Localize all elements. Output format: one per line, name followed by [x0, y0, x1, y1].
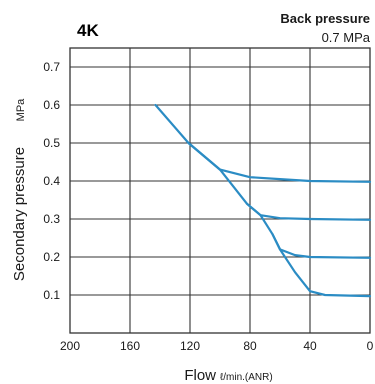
x-tick-label: 160 [120, 339, 140, 353]
y-tick-label: 0.5 [43, 136, 60, 150]
chart-grid [69, 47, 371, 334]
back-pressure-label: Back pressure [280, 11, 370, 26]
x-axis-label: Flow [184, 367, 216, 384]
x-tick-label: 120 [180, 339, 200, 353]
x-tick-label: 200 [60, 339, 80, 353]
y-axis-label-group: Secondary pressure MPa [11, 98, 28, 281]
y-tick-label: 0.4 [43, 174, 60, 188]
x-tick-label: 0 [367, 339, 374, 353]
y-tick-label: 0.3 [43, 212, 60, 226]
chart-series [154, 103, 372, 298]
y-tick-labels: 0.1 0.2 0.3 0.4 0.5 0.6 0.7 [43, 60, 60, 302]
plot-frame [69, 47, 371, 334]
x-tick-label: 40 [303, 339, 317, 353]
y-tick-label: 0.7 [43, 60, 60, 74]
series-line-3 [245, 202, 372, 259]
y-tick-label: 0.2 [43, 250, 60, 264]
x-axis-unit: ℓ/min.(ANR) [220, 372, 273, 383]
series-label: 4K [77, 21, 99, 40]
back-pressure-value: 0.7 MPa [322, 30, 371, 45]
y-axis-label: Secondary pressure [11, 147, 28, 281]
y-tick-label: 0.6 [43, 98, 60, 112]
series-line-4 [271, 233, 372, 298]
x-tick-labels: 200 160 120 80 40 0 [60, 339, 374, 353]
x-tick-label: 80 [243, 339, 257, 353]
y-tick-label: 0.1 [43, 288, 60, 302]
y-axis-unit: MPa [15, 98, 27, 122]
